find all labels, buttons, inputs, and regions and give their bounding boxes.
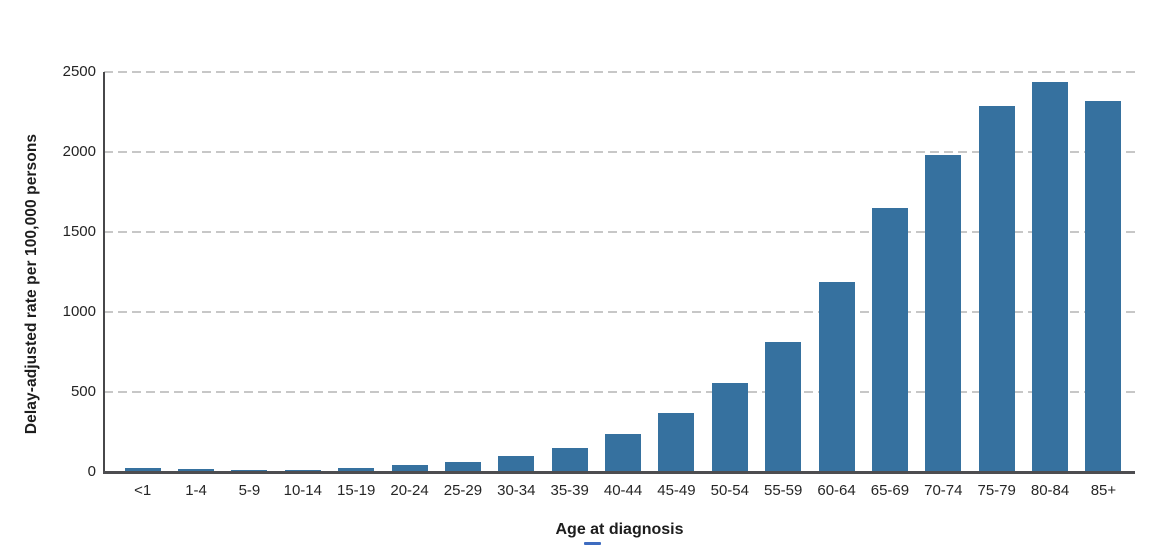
y-axis-line — [103, 72, 105, 473]
x-tick-label: 10-14 — [283, 482, 322, 499]
bar-band — [276, 72, 329, 472]
bar-band — [383, 72, 436, 472]
bar-15-19 — [338, 468, 375, 472]
gridline — [104, 151, 1135, 153]
bar-band — [490, 72, 543, 472]
x-tick-label: 75-79 — [977, 482, 1016, 499]
gridline — [104, 71, 1135, 73]
bar-band — [810, 72, 863, 472]
x-axis-line — [103, 471, 1135, 474]
x-tick-label: 55-59 — [764, 482, 803, 499]
bar-20-24 — [391, 465, 428, 472]
x-tick-label: 1-4 — [185, 482, 207, 499]
bar-band — [863, 72, 916, 472]
bar-band — [169, 72, 222, 472]
x-tick-label: 5-9 — [238, 482, 261, 499]
x-tick-label: 30-34 — [497, 482, 536, 499]
bar-band — [757, 72, 810, 472]
x-tick-label: <1 — [134, 482, 152, 499]
y-tick-label: 1000 — [62, 303, 96, 320]
x-tick-label: 45-49 — [657, 482, 696, 499]
bar-band — [116, 72, 169, 472]
bar-75-79 — [978, 105, 1015, 472]
bar-80-84 — [1032, 81, 1069, 472]
bar-band — [650, 72, 703, 472]
bar-5-9 — [231, 469, 268, 472]
bar-50-54 — [711, 383, 748, 472]
x-axis-title: Age at diagnosis — [555, 521, 684, 538]
x-tick-label: 20-24 — [390, 482, 429, 499]
underline-marker — [584, 542, 601, 545]
gridline — [104, 231, 1135, 233]
bars-area — [104, 72, 1135, 472]
x-tick-label: 25-29 — [443, 482, 483, 499]
bar-30-34 — [498, 455, 535, 472]
bar-10-14 — [284, 469, 321, 472]
y-tick-label: 0 — [87, 463, 96, 480]
bar-1-4 — [178, 468, 215, 472]
x-tick-label: 60-64 — [817, 482, 856, 499]
y-tick-label: 2500 — [62, 63, 96, 80]
x-tick-label: 80-84 — [1030, 482, 1070, 499]
bar-40-44 — [605, 433, 642, 472]
bar-45-49 — [658, 412, 695, 472]
gridline — [104, 311, 1135, 313]
x-tick-label: 85+ — [1090, 482, 1117, 499]
bar-band — [703, 72, 756, 472]
bar-65-69 — [871, 208, 908, 472]
bar-band — [1077, 72, 1130, 472]
x-tick-label: 70-74 — [924, 482, 963, 499]
bar-band — [543, 72, 596, 472]
bar-band — [917, 72, 970, 472]
x-tick-label: 50-54 — [710, 482, 749, 499]
bar-35-39 — [551, 448, 588, 472]
bar-55-59 — [765, 342, 802, 472]
bar-70-74 — [925, 155, 962, 472]
bar-band — [596, 72, 649, 472]
x-tick-label: 40-44 — [603, 482, 643, 499]
bar-band — [970, 72, 1023, 472]
gridline — [104, 391, 1135, 393]
y-tick-label: 1500 — [62, 223, 96, 240]
bar-25-29 — [444, 461, 481, 472]
bar-85+ — [1085, 100, 1122, 472]
y-tick-label: 500 — [70, 383, 96, 400]
x-tick-label: 15-19 — [337, 482, 376, 499]
x-tick-label: 65-69 — [870, 482, 910, 499]
bar-band — [1023, 72, 1076, 472]
x-tick-label: 35-39 — [550, 482, 589, 499]
bar-band — [223, 72, 276, 472]
y-tick-label: 2000 — [62, 143, 96, 160]
bar-band — [330, 72, 383, 472]
bar-60-64 — [818, 282, 855, 472]
bar-band — [436, 72, 489, 472]
bar-<1 — [124, 468, 161, 472]
x-axis-tick-labels: <1 1-4 5-9 10-14 15-19 20-24 25-29 30-34 35-39 40… — [104, 481, 1135, 500]
